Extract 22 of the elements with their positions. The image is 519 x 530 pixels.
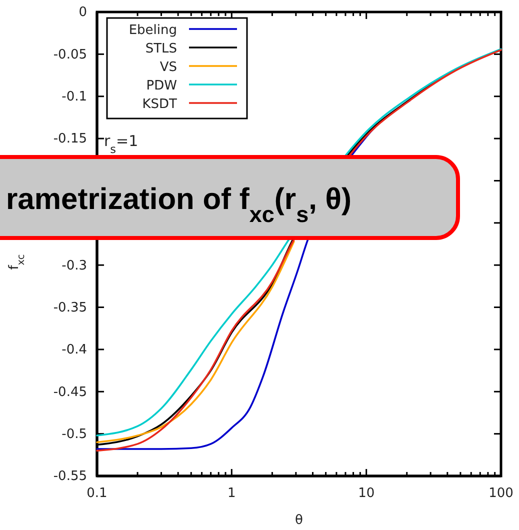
y-tick-label: -0.05 [53,47,87,62]
y-tick-label: -0.35 [53,300,87,316]
legend-label: STLS [145,42,177,56]
y-tick-label: -0.5 [62,426,87,442]
y-tick-label: -0.1 [62,90,87,105]
legend-label: PDW [146,78,178,94]
legend-label: Ebeling [128,23,177,38]
x-tick-label: 10 [358,486,375,502]
x-tick-label: 1 [228,486,236,502]
x-tick-label: 100 [488,486,514,502]
y-tick-label: 0 [78,5,87,20]
y-tick-label: -0.4 [62,342,87,358]
x-tick-label: 0.1 [86,486,108,502]
y-tick-label: -0.3 [62,258,87,274]
annotation: r$_{s}$=1 [104,132,138,156]
x-axis-title: θ [295,513,304,528]
y-tick-label: -0.45 [53,384,87,400]
legend-label: KSDT [142,97,178,112]
y-tick-label: -0.15 [53,132,87,147]
y-tick-label: -0.55 [53,469,87,484]
annotation: rametrization of f$_{xc}$(r$_{s}$, θ) [6,183,352,226]
legend-label: VS [160,60,177,75]
